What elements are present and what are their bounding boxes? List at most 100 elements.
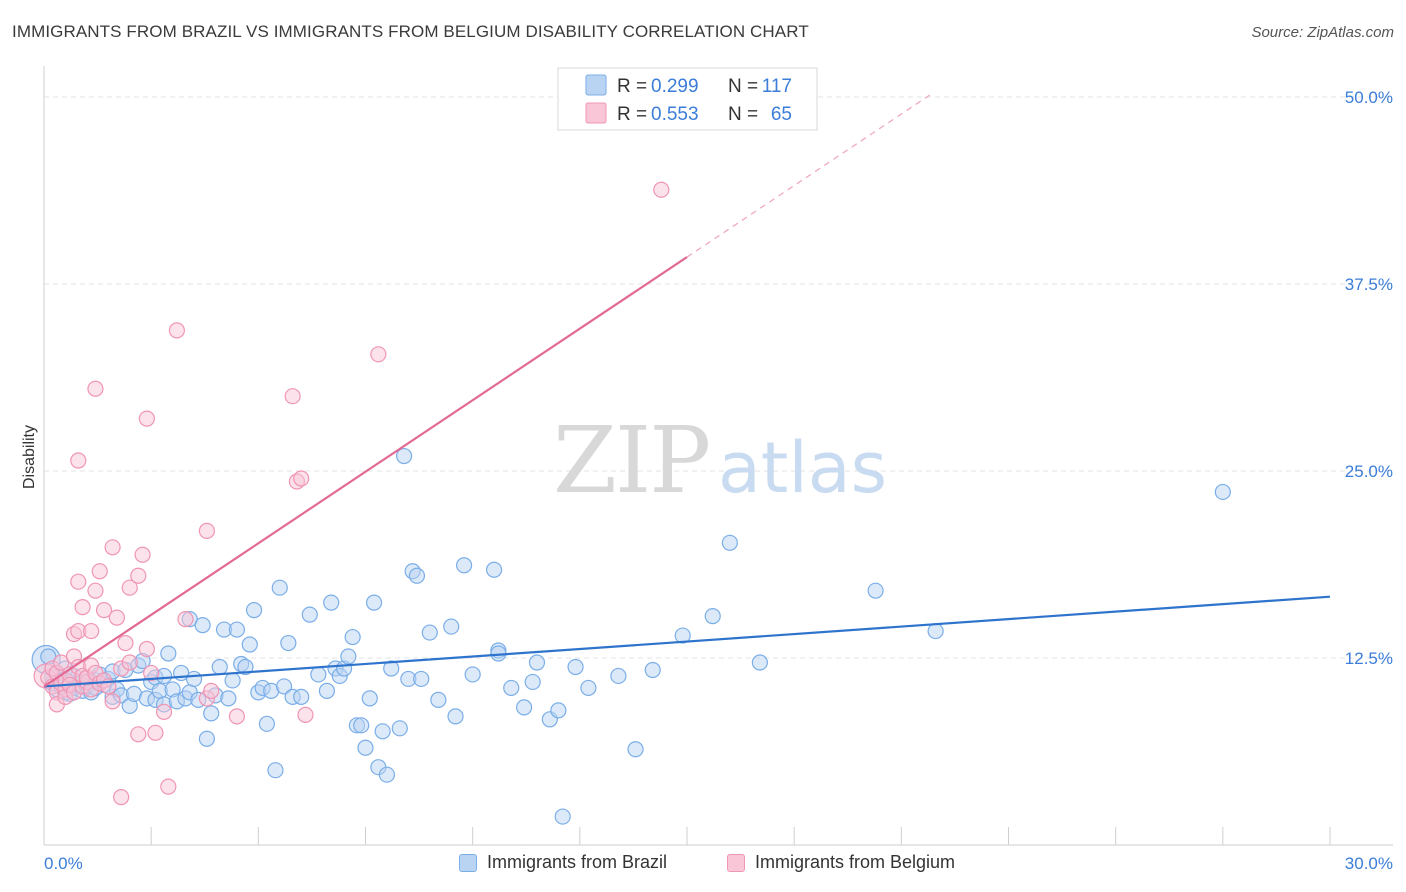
point-belgium-54 <box>177 611 194 628</box>
legend-r-label-belgium: R = <box>617 104 647 125</box>
point-belgium-19 <box>70 452 87 469</box>
point-brazil-61 <box>245 602 263 619</box>
y-ticks: 12.5% 25.0% 37.5% 50.0% <box>1345 88 1393 668</box>
point-belgium-18 <box>70 573 87 590</box>
point-belgium-22 <box>74 599 91 616</box>
point-brazil-108 <box>528 654 546 671</box>
watermark-atlas: atlas <box>718 427 887 509</box>
legend-swatch-belgium <box>585 102 607 124</box>
point-brazil-59 <box>237 658 254 676</box>
trend-line-belgium <box>43 256 688 688</box>
point-brazil-73 <box>310 666 327 683</box>
point-belgium-45 <box>130 726 147 743</box>
gridlines <box>44 96 1393 659</box>
legend-n-value-brazil: 117 <box>762 76 792 97</box>
point-belgium-51 <box>155 703 173 720</box>
legend-n-value-belgium: 65 <box>771 104 792 125</box>
point-brazil-82 <box>353 717 370 734</box>
point-brazil-72 <box>301 606 318 623</box>
point-belgium-41 <box>117 634 134 652</box>
point-brazil-51 <box>203 705 220 722</box>
point-belgium-49 <box>143 664 160 682</box>
chart-title: IMMIGRANTS FROM BRAZIL VS IMMIGRANTS FRO… <box>12 22 809 41</box>
bottom-legend-swatch-brazil <box>459 853 477 872</box>
point-belgium-59 <box>284 388 301 405</box>
y-tick-label-0: 12.5% <box>1345 649 1393 668</box>
legend-n-label-brazil: N = <box>728 76 758 97</box>
point-belgium-32 <box>91 563 108 580</box>
point-belgium-42 <box>121 579 138 596</box>
point-brazil-71 <box>293 688 310 705</box>
point-brazil-123 <box>1214 483 1231 501</box>
point-brazil-120 <box>751 654 768 671</box>
y-tick-label-1: 25.0% <box>1345 462 1393 481</box>
point-brazil-69 <box>280 634 297 652</box>
bottom-legend-swatch-belgium <box>727 853 745 872</box>
point-brazil-90 <box>391 720 408 737</box>
point-belgium-58 <box>228 708 245 725</box>
point-brazil-55 <box>220 690 237 707</box>
point-brazil-49 <box>194 616 211 634</box>
point-belgium-29 <box>87 380 104 397</box>
x-tick-label-max: 30.0% <box>1345 854 1393 873</box>
point-brazil-114 <box>610 667 627 685</box>
point-brazil-110 <box>550 702 567 719</box>
point-belgium-57 <box>203 682 220 700</box>
point-brazil-83 <box>357 739 374 756</box>
point-brazil-85 <box>365 594 383 611</box>
bottom-legend-item-brazil[interactable]: Immigrants from Brazil <box>459 852 667 873</box>
point-brazil-84 <box>361 690 378 707</box>
axes <box>43 66 1393 846</box>
point-belgium-64 <box>653 181 670 198</box>
point-belgium-53 <box>168 322 185 339</box>
watermark: ZIP atlas <box>553 407 887 514</box>
y-tick-label-3: 50.0% <box>1345 88 1393 107</box>
point-brazil-105 <box>503 679 520 697</box>
legend-r-value-belgium: 0.553 <box>651 104 699 125</box>
point-brazil-122 <box>927 622 944 640</box>
bottom-legend-item-belgium[interactable]: Immigrants from Belgium <box>727 852 955 873</box>
point-brazil-80 <box>344 628 361 646</box>
point-brazil-57 <box>228 621 245 638</box>
point-belgium-36 <box>104 539 121 556</box>
legend-n-label-belgium: N = <box>728 104 758 125</box>
point-brazil-117 <box>674 627 691 644</box>
trend-line-brazil <box>43 595 1331 688</box>
point-brazil-88 <box>378 766 396 783</box>
point-brazil-68 <box>275 678 293 695</box>
point-brazil-116 <box>644 661 661 679</box>
legend-box: R = 0.299 N = 117 R = 0.553 N = 65 <box>557 67 818 131</box>
point-brazil-98 <box>443 618 460 635</box>
point-belgium-50 <box>147 724 164 741</box>
legend-swatch-brazil <box>585 74 607 96</box>
point-belgium-38 <box>108 609 125 626</box>
point-belgium-37 <box>104 693 121 710</box>
chart-source: Source: ZipAtlas.com <box>1251 24 1394 41</box>
point-belgium-63 <box>370 346 387 363</box>
point-brazil-101 <box>464 666 481 683</box>
point-brazil-87 <box>374 723 391 740</box>
point-brazil-75 <box>323 594 340 611</box>
point-brazil-79 <box>340 648 357 665</box>
point-brazil-115 <box>627 741 644 758</box>
point-brazil-40 <box>160 645 177 662</box>
point-belgium-44 <box>130 567 147 584</box>
point-brazil-50 <box>198 730 215 747</box>
point-belgium-28 <box>87 582 104 599</box>
point-brazil-113 <box>580 679 597 697</box>
point-belgium-61 <box>293 470 310 487</box>
point-brazil-89 <box>383 660 400 677</box>
point-brazil-60 <box>241 636 258 653</box>
point-belgium-56 <box>198 522 215 539</box>
point-brazil-94 <box>408 567 426 584</box>
point-brazil-56 <box>224 672 241 689</box>
point-belgium-43 <box>121 654 138 671</box>
watermark-zip: ZIP <box>553 407 709 514</box>
point-belgium-47 <box>138 410 155 427</box>
point-brazil-121 <box>867 582 884 599</box>
trend-line-belgium-extension <box>686 93 932 258</box>
bottom-legend-label-belgium: Immigrants from Belgium <box>755 852 956 872</box>
point-brazil-97 <box>430 691 447 708</box>
point-brazil-91 <box>395 447 413 465</box>
